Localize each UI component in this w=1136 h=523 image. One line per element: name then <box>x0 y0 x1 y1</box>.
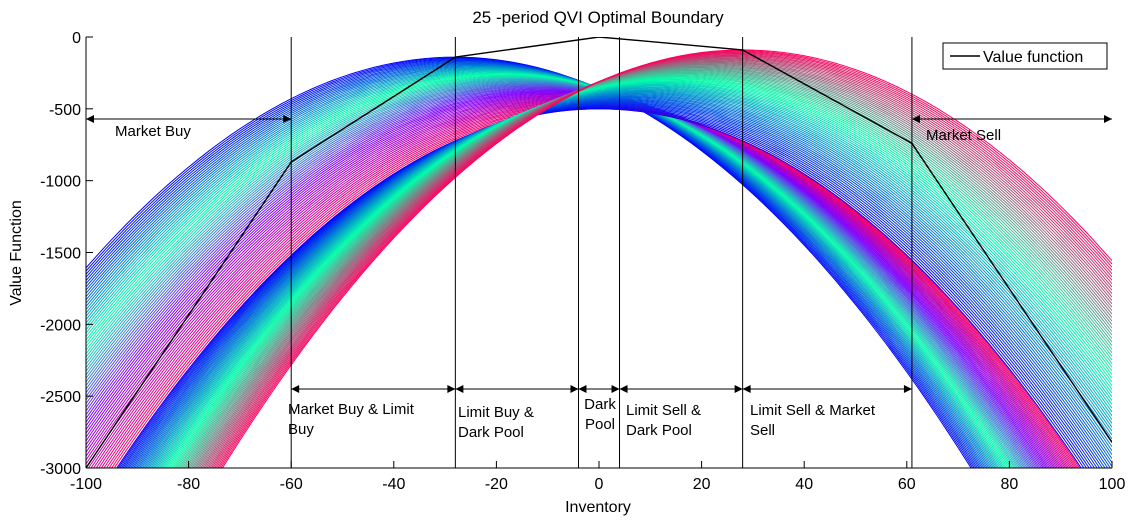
legend: Value function <box>942 42 1108 70</box>
region-annotations: Market Buy Market Sell Market Buy & Limit B… <box>86 115 1112 441</box>
y-tick-label: 0 <box>72 30 81 47</box>
region-label: Market Buy & Limit <box>288 401 415 418</box>
arrowhead <box>283 115 292 123</box>
x-tick-label: 40 <box>795 476 813 493</box>
x-tick-label: 100 <box>1099 476 1126 493</box>
x-tick-label: -20 <box>485 476 508 493</box>
x-tick-label: 80 <box>1001 476 1019 493</box>
family-2-curve <box>126 102 1101 468</box>
region-label: Buy <box>288 421 314 438</box>
x-tick-label: 60 <box>898 476 916 493</box>
boundary-lines <box>290 37 913 468</box>
x-tick-label: -80 <box>177 476 200 493</box>
family-2-curve <box>117 107 1085 468</box>
family-2-curve <box>122 104 1093 468</box>
arrowhead <box>1104 115 1112 123</box>
arrowhead <box>455 385 464 393</box>
family-2-curve <box>135 97 1112 468</box>
arrowhead <box>86 115 94 123</box>
family-2-curve <box>137 96 1112 468</box>
x-axis-label: Inventory <box>565 499 631 516</box>
arrowhead <box>570 385 579 393</box>
curve-group <box>86 37 1112 468</box>
ticks: -100 -80 -60 -40 -20 0 20 40 60 80 100 0 -500 -1000 -1… <box>40 30 1125 493</box>
family-2-curve <box>149 89 1112 468</box>
family-2-curve <box>221 49 1112 468</box>
family-2-curve <box>140 94 1112 468</box>
region-label: Pool <box>585 416 615 433</box>
arrowhead <box>903 385 912 393</box>
family-2-curve <box>142 93 1112 468</box>
family-2-curve <box>132 99 1111 468</box>
arrowhead <box>611 385 620 393</box>
y-tick-label: -2500 <box>40 389 81 406</box>
legend-label: Value function <box>983 49 1083 66</box>
region-label: Sell <box>750 422 775 439</box>
region-label: Limit Sell & Market <box>750 402 876 419</box>
arrowhead <box>742 385 751 393</box>
family-2-curve <box>120 105 1090 468</box>
region-label: Dark Pool <box>458 424 524 441</box>
y-tick-label: -1500 <box>40 246 81 263</box>
y-tick-label: -500 <box>49 102 81 119</box>
y-tick-label: -1000 <box>40 174 81 191</box>
family-2-curve <box>119 106 1088 468</box>
x-tick-label: 0 <box>595 476 604 493</box>
x-tick-label: 20 <box>693 476 711 493</box>
family-2-curve <box>123 104 1096 468</box>
x-tick-label: -100 <box>70 476 102 493</box>
arrowhead <box>291 385 300 393</box>
region-label: Limit Buy & <box>458 404 534 421</box>
region-label: Dark <box>584 396 616 413</box>
region-label: Limit Sell & <box>626 402 701 419</box>
arrowhead <box>447 385 456 393</box>
family-2-curve <box>128 101 1103 468</box>
region-label: Market Sell <box>926 127 1001 144</box>
chart-title: 25 -period QVI Optimal Boundary <box>472 8 724 27</box>
y-axis-label: Value Function <box>8 200 25 306</box>
family-2-curve <box>125 103 1098 468</box>
region-label: Dark Pool <box>626 422 692 439</box>
x-tick-label: -40 <box>382 476 405 493</box>
arrowhead <box>911 115 920 123</box>
y-tick-label: -3000 <box>40 461 81 478</box>
family-2-curve <box>148 90 1112 468</box>
arrowhead <box>734 385 743 393</box>
family-2-curve <box>131 99 1109 468</box>
family-2-curve <box>138 95 1112 468</box>
family-2-curve <box>116 108 1082 468</box>
family-2-curve <box>145 92 1112 468</box>
family-2-curve <box>143 93 1112 468</box>
arrowhead <box>578 385 587 393</box>
family-2-curve <box>129 100 1106 468</box>
region-label: Market Buy <box>115 123 191 140</box>
x-tick-label: -60 <box>280 476 303 493</box>
y-tick-label: -2000 <box>40 317 81 334</box>
family-2-curve <box>134 98 1112 468</box>
arrowhead <box>619 385 628 393</box>
